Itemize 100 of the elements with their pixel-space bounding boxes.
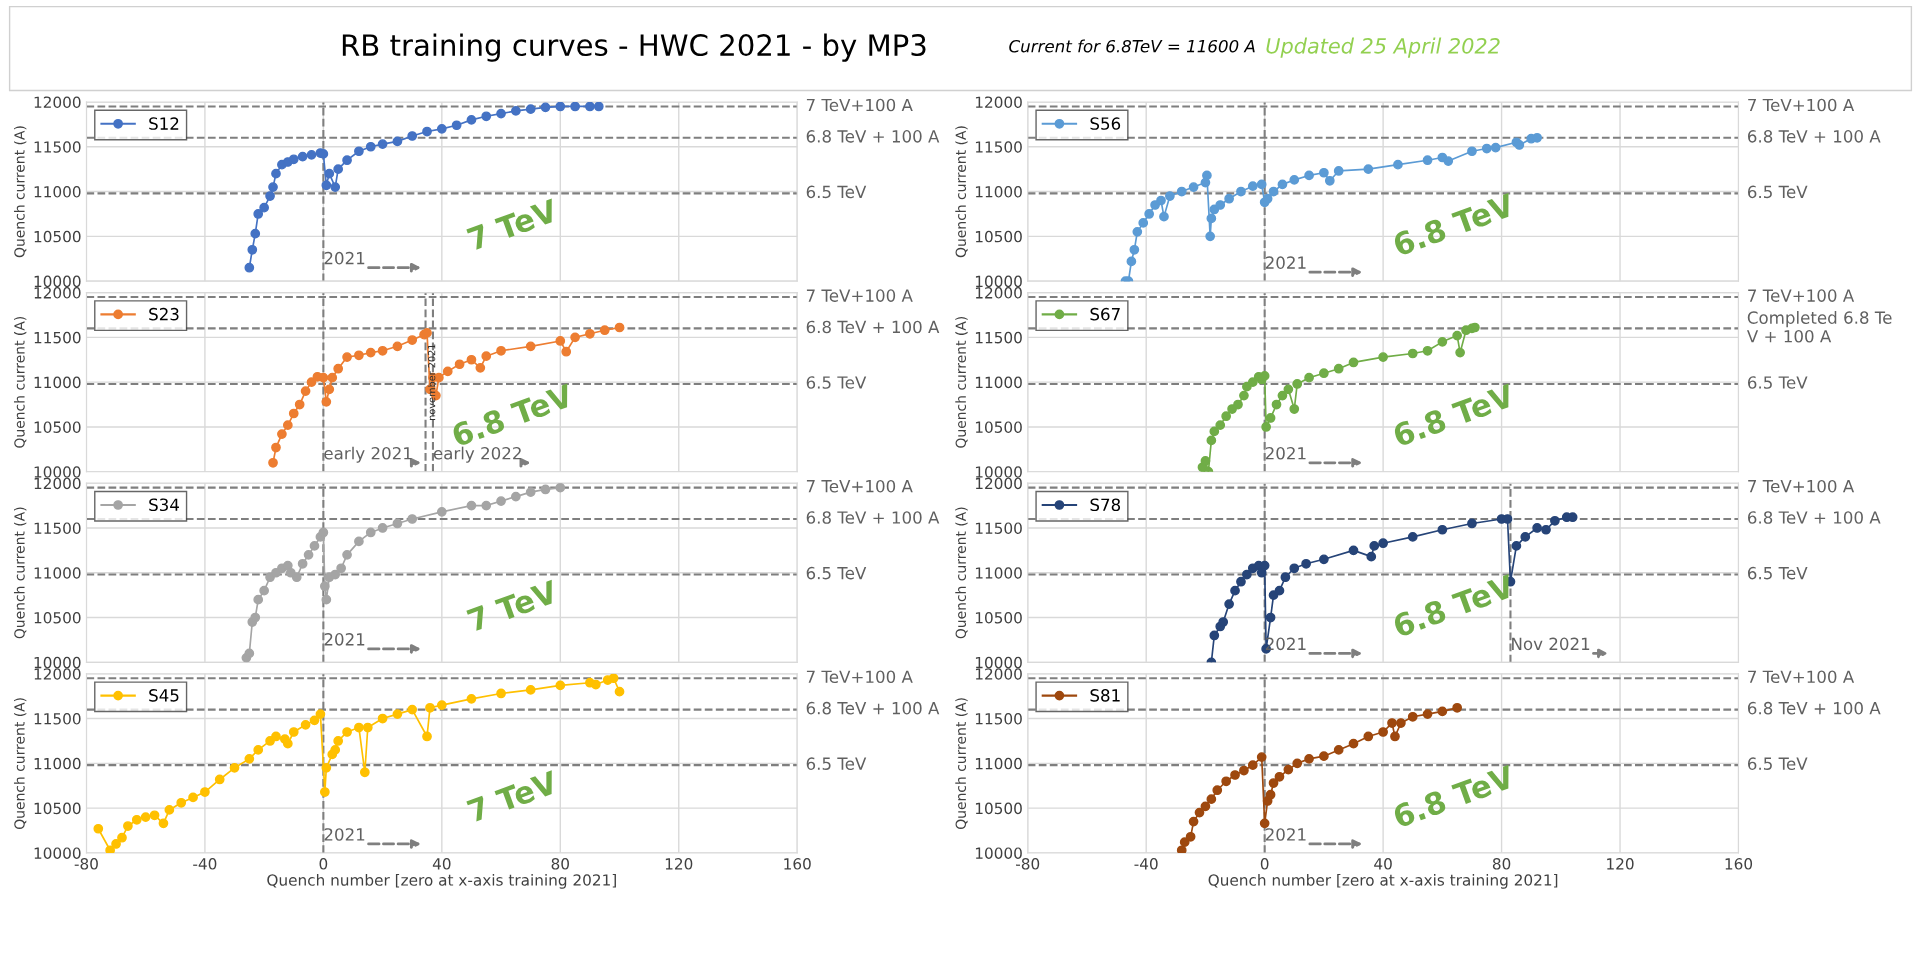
ref-line-label: 6.8 TeV + 100 A: [1748, 701, 1881, 715]
legend-label: S23: [149, 307, 179, 321]
y-tick-label: 11500: [975, 522, 1022, 534]
legend-label: S67: [1090, 307, 1120, 321]
x-tick-label: 160: [784, 858, 811, 870]
y-tick-label: 12000: [975, 477, 1022, 490]
annotation: 6.8 TeV: [1391, 764, 1517, 829]
annotation: 7 TeV: [466, 579, 560, 633]
y-tick-label: 10000: [975, 656, 1022, 669]
ref-line-label: 7 TeV+100 A: [806, 670, 913, 684]
y-axis-title: Quench current (A): [955, 698, 968, 829]
x-tick-label: -40: [1134, 858, 1158, 870]
x-tick-label: 160: [1725, 858, 1753, 870]
y-axis-title: Quench current (A): [955, 316, 968, 448]
ref-line-label: 7 TeV+100 A: [806, 479, 913, 493]
y-tick-label: 11000: [975, 376, 1022, 389]
annotation: early 2021: [324, 446, 412, 463]
ref-line-label: 6.8 TeV + 100 A: [806, 511, 940, 524]
ref-line-label: 6.8 TeV + 100 A: [1748, 130, 1881, 143]
x-tick-label: 0: [319, 858, 328, 870]
annotation: 2021: [324, 633, 365, 646]
x-tick-label: 80: [551, 858, 569, 870]
y-tick-label: 12000: [975, 668, 1022, 680]
y-tick-label: 10500: [34, 802, 81, 815]
y-tick-label: 10000: [34, 275, 81, 288]
legend-label: S34: [149, 498, 179, 512]
ref-line-label: Completed 6.8 Te V + 100 A: [1746, 311, 1892, 343]
y-tick-label: 10000: [975, 847, 1022, 859]
annotation: 6.8 TeV: [1391, 573, 1517, 638]
ref-line-label: 6.5 TeV: [806, 376, 867, 389]
y-tick-label: 10000: [34, 847, 81, 859]
y-tick-label: 11000: [34, 757, 81, 770]
ref-line-label: 6.5 TeV: [806, 185, 867, 199]
ref-line-label: 6.5 TeV: [1748, 376, 1808, 389]
annotation: 6.8 TeV: [1391, 383, 1517, 448]
annotation: 2021: [324, 828, 365, 841]
ref-line-label: 7 TeV+100 A: [1748, 98, 1855, 112]
x-tick-label: -80: [1016, 858, 1040, 870]
y-tick-label: 11000: [34, 567, 81, 579]
ref-line-label: 6.8 TeV + 100 A: [806, 701, 940, 715]
annotation: 2021: [1265, 256, 1306, 269]
ref-line-label: 7 TeV+100 A: [1748, 289, 1855, 302]
x-tick-label: 0: [1260, 858, 1269, 870]
y-axis-title: Quench current (A): [13, 126, 27, 258]
y-tick-label: 12000: [34, 668, 81, 680]
y-tick-label: 11500: [975, 141, 1022, 153]
y-tick-label: 12000: [34, 96, 81, 108]
y-tick-label: 11000: [34, 186, 81, 198]
ref-line-label: 6.5 TeV: [1748, 185, 1808, 199]
annotation: 2021: [324, 251, 365, 265]
x-axis-title: Quench number [zero at x-axis training 2021]: [267, 873, 616, 889]
y-axis-title: Quench current (A): [13, 698, 27, 829]
y-tick-label: 10000: [34, 656, 81, 669]
y-tick-label: 10500: [975, 230, 1022, 243]
legend-label: S78: [1090, 498, 1121, 512]
text: Updated 25 April 2022: [1266, 37, 1500, 58]
ref-line-label: 7 TeV+100 A: [1748, 479, 1855, 493]
y-tick-label: 12000: [975, 287, 1022, 299]
chart-subtitle: Current for 6.8TeV = 11600 A: [1009, 39, 1255, 53]
y-tick-label: 11500: [34, 522, 81, 534]
y-tick-label: 10500: [975, 802, 1022, 815]
ref-line-label: 6.5 TeV: [806, 566, 867, 580]
y-tick-label: 11500: [975, 713, 1022, 725]
x-tick-label: -80: [74, 858, 98, 870]
x-tick-label: 40: [432, 858, 451, 870]
y-tick-label: 10500: [975, 612, 1022, 624]
ref-line-label: 6.8 TeV + 100 A: [806, 130, 940, 143]
legend-label: S12: [149, 117, 179, 130]
annotation: early 2022: [433, 446, 521, 463]
y-tick-label: 10500: [975, 421, 1022, 433]
y-tick-label: 10000: [975, 275, 1022, 288]
x-tick-label: 120: [1607, 858, 1634, 870]
ref-line-label: 7 TeV+100 A: [1748, 670, 1855, 684]
y-axis-title: Quench current (A): [13, 507, 27, 639]
y-tick-label: 12000: [975, 96, 1022, 108]
y-tick-label: 11000: [975, 757, 1022, 770]
x-tick-label: 120: [665, 858, 693, 870]
ref-line-label: 6.8 TeV + 100 A: [1748, 511, 1881, 524]
y-tick-label: 12000: [34, 477, 81, 490]
y-tick-label: 10000: [34, 466, 81, 478]
ref-line-label: 6.5 TeV: [1748, 566, 1808, 580]
ref-line-label: 7 TeV+100 A: [806, 289, 913, 302]
y-axis-title: Quench current (A): [955, 507, 968, 639]
y-tick-label: 11500: [34, 141, 81, 153]
y-tick-label: 11000: [34, 376, 81, 389]
annotation: 2021: [1265, 828, 1306, 841]
legend-label: S81: [1090, 689, 1120, 702]
x-tick-label: -40: [193, 858, 217, 870]
y-tick-label: 11000: [975, 567, 1022, 579]
y-tick-label: 10000: [975, 466, 1022, 478]
annotation: 2021: [1265, 446, 1306, 460]
y-tick-label: 11500: [34, 331, 81, 344]
legend-label: S56: [1090, 117, 1121, 130]
ref-line-label: 7 TeV+100 A: [806, 98, 913, 112]
y-tick-label: 11000: [975, 186, 1022, 198]
ref-line-label: 6.5 TeV: [806, 757, 867, 770]
y-axis-title: Quench current (A): [955, 126, 968, 258]
y-tick-label: 10500: [34, 612, 81, 624]
y-axis-title: Quench current (A): [13, 316, 27, 448]
x-tick-label: 80: [1492, 858, 1511, 870]
